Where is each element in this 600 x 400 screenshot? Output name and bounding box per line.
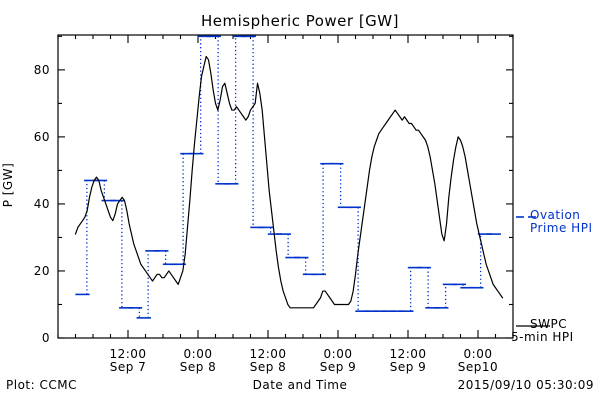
x-tick-date: Sep 9 [319, 360, 357, 374]
legend-ovation-line2: Prime HPI [530, 221, 593, 235]
x-tick-time: 12:00 [389, 347, 427, 361]
swpc-line [74, 55, 504, 309]
legend-entry-ovation: Ovation Prime HPI [530, 209, 592, 235]
x-tick-date: Sep 8 [179, 360, 217, 374]
x-axis-label: Date and Time [252, 378, 348, 392]
x-tick-label-group: 12:00 Sep 8 [233, 348, 303, 374]
legend-entry-swpc: SWPC 5-min HPI [511, 317, 573, 344]
x-tick-date: Sep10 [457, 360, 499, 374]
x-tick-label-group: 0:00 Sep 8 [163, 348, 233, 374]
x-tick-time: 0:00 [323, 347, 353, 361]
x-tick-time: 0:00 [183, 347, 213, 361]
x-tick-time: 0:00 [463, 347, 493, 361]
plot-credit: Plot: CCMC [6, 378, 77, 392]
x-tick-time: 12:00 [249, 347, 287, 361]
x-tick-label-group: 12:00 Sep 9 [373, 348, 443, 374]
x-tick-date: Sep 7 [109, 360, 147, 374]
x-tick-label-group: 12:00 Sep 7 [93, 348, 163, 374]
legend-ovation-line1: Ovation [530, 208, 581, 222]
legend-line-samples [516, 216, 550, 327]
series-swpc-5min-hpi [74, 55, 504, 309]
legend-swpc-line1: SWPC [530, 317, 568, 331]
x-tick-date: Sep 8 [249, 360, 287, 374]
chart-title: Hemispheric Power [GW] [201, 12, 399, 30]
plot-frame [57, 34, 514, 339]
x-tick-time: 12:00 [109, 347, 147, 361]
axes-frame [57, 34, 514, 339]
y-tick-label: 80 [33, 62, 50, 77]
x-tick-date: Sep 9 [389, 360, 427, 374]
plot-timestamp: 2015/09/10 05:30:09 [457, 378, 594, 392]
y-tick-label: 60 [33, 129, 50, 144]
x-tick-label-group: 0:00 Sep 9 [303, 348, 373, 374]
series-ovation-prime-hpi [75, 35, 501, 319]
legend-swpc-line2: 5-min HPI [511, 330, 574, 344]
x-tick-label-group: 0:00 Sep10 [443, 348, 513, 374]
y-tick-label: 20 [33, 263, 50, 278]
y-tick-label: 40 [33, 196, 50, 211]
y-tick-label: 0 [41, 331, 50, 345]
